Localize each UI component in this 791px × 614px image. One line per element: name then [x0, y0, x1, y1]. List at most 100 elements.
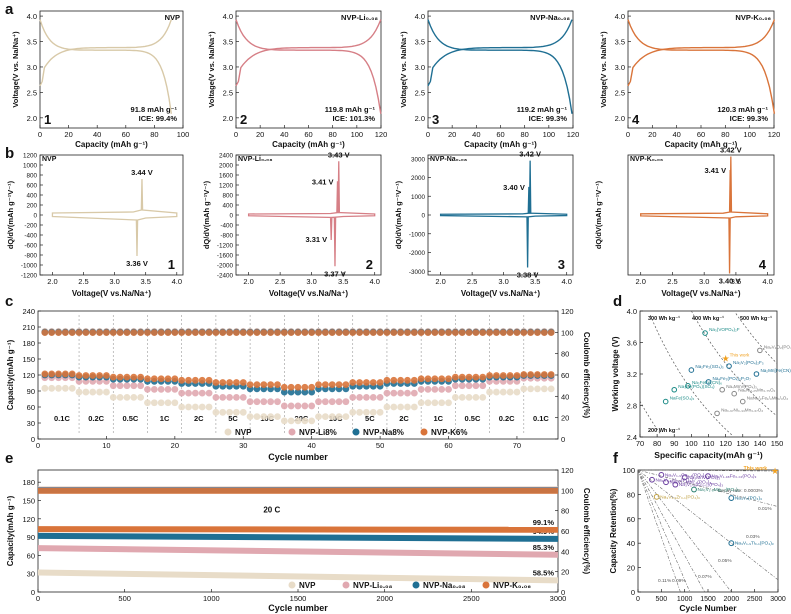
y-tick-label: 60 [27, 403, 35, 412]
capacity-point [390, 376, 398, 384]
legend-marker [224, 428, 232, 436]
capacity-point [527, 385, 535, 393]
capacity-point [308, 417, 316, 425]
efficiency-point [397, 329, 405, 337]
material-point [685, 383, 691, 389]
x-axis-label: Capacity (mAh g⁻¹) [464, 140, 537, 149]
capacity-label: 119.8 mAh g⁻¹ [325, 105, 376, 114]
efficiency-point [287, 329, 295, 337]
y2-tick-label: 120 [561, 466, 574, 475]
x-axis-label: Voltage(V vs.Na/Na⁺) [661, 289, 741, 298]
x-tick-label: 3000 [550, 594, 567, 603]
y2-tick-label: 20 [561, 414, 569, 423]
plot-tag: 2 [240, 112, 247, 127]
y-tick-label: 3.0 [415, 63, 425, 72]
material-label: Na₃V₁.₉₈Fe₀.₀₂(PO₄)₃ [712, 474, 757, 480]
capacity-point [89, 388, 97, 396]
y-tick-label: 80 [627, 490, 635, 499]
y-tick-label: 200 [26, 203, 37, 210]
efficiency-point [171, 329, 179, 337]
discharge-curve [427, 19, 573, 114]
capacity-point [486, 372, 493, 379]
energy-density-plot: 2.4 2.8 3.2 3.6 4.0 70 80 90 100 110 120 130 140 150 S… [611, 307, 791, 460]
efficiency-point [75, 329, 83, 337]
rate-label: 0.2C [499, 414, 515, 423]
plot-tag: 4 [759, 257, 767, 272]
capacity-point [116, 373, 124, 381]
rate-label: 10C [329, 414, 343, 423]
rate-label: 10C [260, 414, 274, 423]
efficiency-point [144, 329, 151, 337]
capacity-point [431, 375, 439, 383]
capacity-point [103, 372, 110, 379]
capacity-point [144, 386, 151, 393]
y-tick-label: 3.5 [223, 38, 233, 47]
x-tick-label: 120 [567, 130, 580, 139]
capacity-point [479, 382, 487, 390]
x-tick-label: 100 [743, 130, 756, 139]
capacity-point [267, 381, 275, 388]
x-tick-label: 3.5 [140, 277, 150, 286]
x-tick-label: 4.0 [762, 277, 772, 286]
series-title: NVP-Na₀.₀₈ [530, 13, 570, 22]
y-tick-label: 400 [222, 203, 233, 210]
this-work-star: ★ [722, 353, 730, 363]
capacity-point [397, 403, 405, 411]
plot-tag: 1 [44, 112, 51, 127]
panel-letter-c: c [5, 293, 13, 310]
capacity-point [465, 394, 473, 401]
y-tick-label: 150 [22, 355, 35, 364]
capacity-point [260, 398, 268, 406]
x-tick-label: 130 [736, 439, 749, 448]
panel-letter-d: d [613, 293, 622, 310]
x-tick-label: 3.5 [530, 277, 540, 286]
efficiency-point [267, 329, 275, 337]
efficiency-point [137, 329, 145, 337]
y-axis-label: Voltage(V vs. Na/Na⁺) [599, 31, 608, 108]
y-tick-label: 2.5 [223, 88, 233, 97]
capacity-point [137, 382, 145, 390]
peak-label: 3.42 V [720, 146, 742, 155]
y-tick-label: 30 [27, 570, 35, 579]
energy-line [649, 314, 733, 436]
y-tick-label: 800 [26, 173, 37, 180]
capacity-point [55, 384, 62, 392]
x-tick-label: 0 [426, 130, 430, 139]
y-tick-label: 2.5 [27, 88, 37, 97]
y2-tick-label: 0 [561, 435, 565, 444]
ice-label: ICE: 101.3% [332, 114, 375, 123]
material-point [705, 379, 712, 385]
rate-plot: 0 30 60 90 120 150 180 210 240 0 20 40 60 80 100 120 0 10… [6, 307, 591, 462]
plot-frame [235, 154, 382, 276]
y-tick-label: 120 [22, 371, 35, 380]
capacity-point [369, 379, 377, 386]
plot-tag: 3 [558, 257, 565, 272]
capacity-point [479, 373, 487, 381]
x-tick-label: 3.0 [109, 277, 119, 286]
capacity-point [349, 408, 357, 416]
x-tick-label: 2.5 [667, 277, 677, 286]
efficiency-point [212, 329, 220, 337]
peak-label: 3.41 V [705, 166, 727, 175]
efficiency-point [356, 329, 363, 337]
capacity-point [280, 383, 288, 391]
x-tick-label: 80 [721, 130, 729, 139]
efficiency-point [96, 329, 103, 337]
capacity-point [335, 398, 343, 406]
capacity-point [75, 372, 83, 379]
capacity-point [376, 379, 384, 386]
efficiency-point [376, 329, 384, 337]
y-axis-label: Capacity(mAh g⁻¹) [6, 495, 15, 566]
legend-marker [288, 428, 296, 436]
x-tick-label: 3.5 [731, 277, 741, 286]
capacity-point [349, 379, 357, 386]
capacity-point [410, 403, 418, 411]
decay-line [637, 469, 779, 507]
y-tick-label: 120 [22, 515, 35, 524]
capacity-point [417, 386, 425, 393]
y-tick-label: 100 [622, 466, 635, 475]
x-tick-label: 3.5 [338, 277, 348, 286]
capacity-point [445, 386, 452, 393]
material-label: Na₃V₁.₈Mg₀.₂(PO₄)₃ [698, 487, 740, 493]
capacity-point [89, 372, 97, 379]
